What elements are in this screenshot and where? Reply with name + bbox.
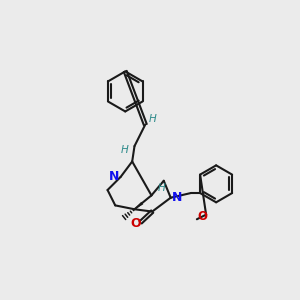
Polygon shape [134, 202, 143, 209]
Text: H: H [121, 145, 128, 155]
Text: O: O [130, 218, 141, 230]
Text: O: O [197, 211, 207, 224]
Text: H: H [158, 183, 165, 193]
Text: N: N [109, 170, 120, 183]
Text: H: H [148, 114, 156, 124]
Text: N: N [172, 191, 182, 204]
